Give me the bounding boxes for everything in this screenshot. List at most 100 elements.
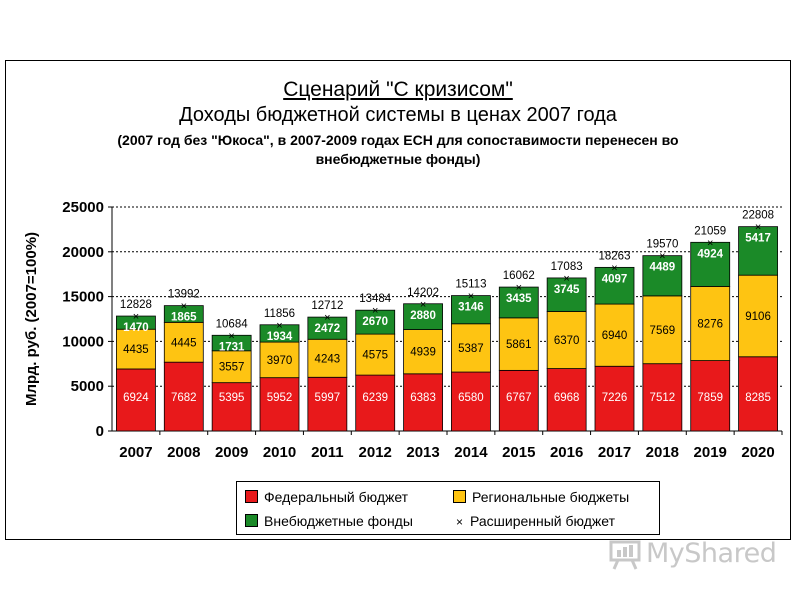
extended-budget-marker: × xyxy=(755,222,761,234)
y-tick-label: 0 xyxy=(96,423,104,440)
bar-value-label: 5417 xyxy=(745,233,771,245)
bar-segment xyxy=(355,309,396,335)
extended-budget-label: 12828 xyxy=(120,299,152,311)
bar-segment xyxy=(307,338,348,378)
presentation-board-icon xyxy=(609,540,641,570)
extended-budget-label: 15113 xyxy=(455,279,486,291)
bar-value-label: 3146 xyxy=(458,302,484,314)
bar-value-label: 6383 xyxy=(410,392,436,404)
legend-swatch-regional xyxy=(453,490,466,503)
bar-segment xyxy=(498,286,539,319)
extended-budget-label: 10684 xyxy=(216,318,249,330)
x-tick-label: 2007 xyxy=(119,444,152,461)
chart-subtitle-line1: (2007 год без "Юкоса", в 2007-2009 годах… xyxy=(117,132,679,148)
bar-value-label: 4097 xyxy=(602,273,628,285)
legend-item-federal: Федеральный бюджет xyxy=(245,489,408,505)
bar-value-label: 9106 xyxy=(745,311,771,323)
bar-value-label: 6968 xyxy=(554,392,580,404)
y-tick-label: 25000 xyxy=(62,199,104,216)
bar-value-label: 4575 xyxy=(362,350,388,362)
legend-label-offbudget: Внебюджетные фонды xyxy=(264,513,413,529)
bar-segment xyxy=(738,356,778,432)
bar-value-label: 7859 xyxy=(697,392,723,404)
extended-budget-marker: × xyxy=(468,291,474,303)
chart-title-line1: Сценарий "С кризисом" xyxy=(283,78,513,101)
bar-value-label: 3557 xyxy=(219,362,245,374)
x-tick-label: 2008 xyxy=(167,444,200,461)
bar-value-label: 6580 xyxy=(458,392,484,404)
extended-budget-marker: × xyxy=(707,237,713,249)
extended-budget-label: 13484 xyxy=(359,293,392,305)
bar-segment xyxy=(546,368,587,432)
x-tick-label: 2018 xyxy=(646,444,679,461)
chart-subtitle-line2: внебюджетные фонды) xyxy=(315,151,481,167)
bar-value-label: 8285 xyxy=(745,392,771,404)
legend-marker-extended: × xyxy=(455,515,463,529)
legend-swatch-offbudget xyxy=(245,514,258,527)
chart-legend: Федеральный бюджет Региональные бюджеты … xyxy=(236,481,660,535)
bar-segment xyxy=(163,321,204,363)
bar-segment xyxy=(403,373,443,432)
extended-budget-label: 19570 xyxy=(646,239,678,251)
bar-value-label: 7512 xyxy=(650,392,676,404)
legend-swatch-federal xyxy=(245,490,258,503)
x-tick-label: 2013 xyxy=(406,444,439,461)
bar-segment xyxy=(642,295,683,365)
extended-budget-marker: × xyxy=(563,273,569,285)
x-tick-label: 2015 xyxy=(502,444,535,461)
legend-item-regional: Региональные бюджеты xyxy=(453,489,629,505)
bar-value-label: 4924 xyxy=(697,248,723,260)
extended-budget-marker: × xyxy=(181,301,187,313)
watermark-text: MyShared xyxy=(646,538,777,569)
extended-budget-label: 13992 xyxy=(168,289,200,301)
bar-segment xyxy=(546,277,587,312)
bar-segment xyxy=(211,334,252,352)
bar-value-label: 3745 xyxy=(554,284,580,296)
chart-title-line2: Доходы бюджетной системы в ценах 2007 го… xyxy=(179,104,617,126)
bar-segment xyxy=(163,361,204,432)
legend-item-extended: × Расширенный бюджет xyxy=(453,513,615,529)
bar-segment xyxy=(546,311,587,369)
bar-value-label: 2472 xyxy=(315,323,341,335)
extended-budget-label: 21059 xyxy=(694,225,726,237)
bar-value-label: 5861 xyxy=(506,339,532,351)
bar-segment xyxy=(211,350,252,384)
bar-value-label: 1865 xyxy=(171,312,197,324)
bar-segment xyxy=(116,368,156,432)
extended-budget-label: 14202 xyxy=(407,287,439,299)
bar-value-label: 5997 xyxy=(315,392,341,404)
extended-budget-marker: × xyxy=(659,251,665,263)
bar-value-label: 4243 xyxy=(315,353,341,365)
bar-segment xyxy=(211,382,252,432)
extended-budget-label: 18263 xyxy=(599,250,631,262)
y-tick-label: 5000 xyxy=(71,378,104,395)
bar-value-label: 6924 xyxy=(123,392,149,404)
bar-segment xyxy=(163,305,204,323)
bar-value-label: 5387 xyxy=(458,343,484,355)
extended-budget-marker: × xyxy=(516,282,522,294)
bar-segment xyxy=(498,317,539,371)
y-tick-label: 20000 xyxy=(62,244,104,261)
y-axis-label: Млрд. руб. (2007=100%) xyxy=(23,232,40,406)
bar-segment xyxy=(738,274,778,358)
bar-value-label: 8276 xyxy=(697,319,723,331)
bar-segment xyxy=(690,241,731,287)
extended-budget-label: 17083 xyxy=(551,261,583,273)
bar-segment xyxy=(355,333,396,376)
legend-label-federal: Федеральный бюджет xyxy=(264,489,409,505)
extended-budget-marker: × xyxy=(324,312,330,324)
extended-budget-label: 22808 xyxy=(742,210,774,222)
x-tick-label: 2016 xyxy=(550,444,583,461)
extended-budget-marker: × xyxy=(133,311,139,323)
bar-value-label: 6370 xyxy=(554,335,580,347)
x-tick-label: 2011 xyxy=(311,444,344,461)
bar-value-label: 3435 xyxy=(506,293,532,305)
extended-budget-marker: × xyxy=(276,320,282,332)
x-tick-label: 2012 xyxy=(359,444,392,461)
x-tick-label: 2009 xyxy=(215,444,248,461)
legend-item-offbudget: Внебюджетные фонды xyxy=(245,513,413,529)
bar-segment xyxy=(594,365,635,432)
bar-segment xyxy=(116,328,156,370)
bar-segment xyxy=(690,360,731,432)
bar-segment xyxy=(116,315,156,330)
